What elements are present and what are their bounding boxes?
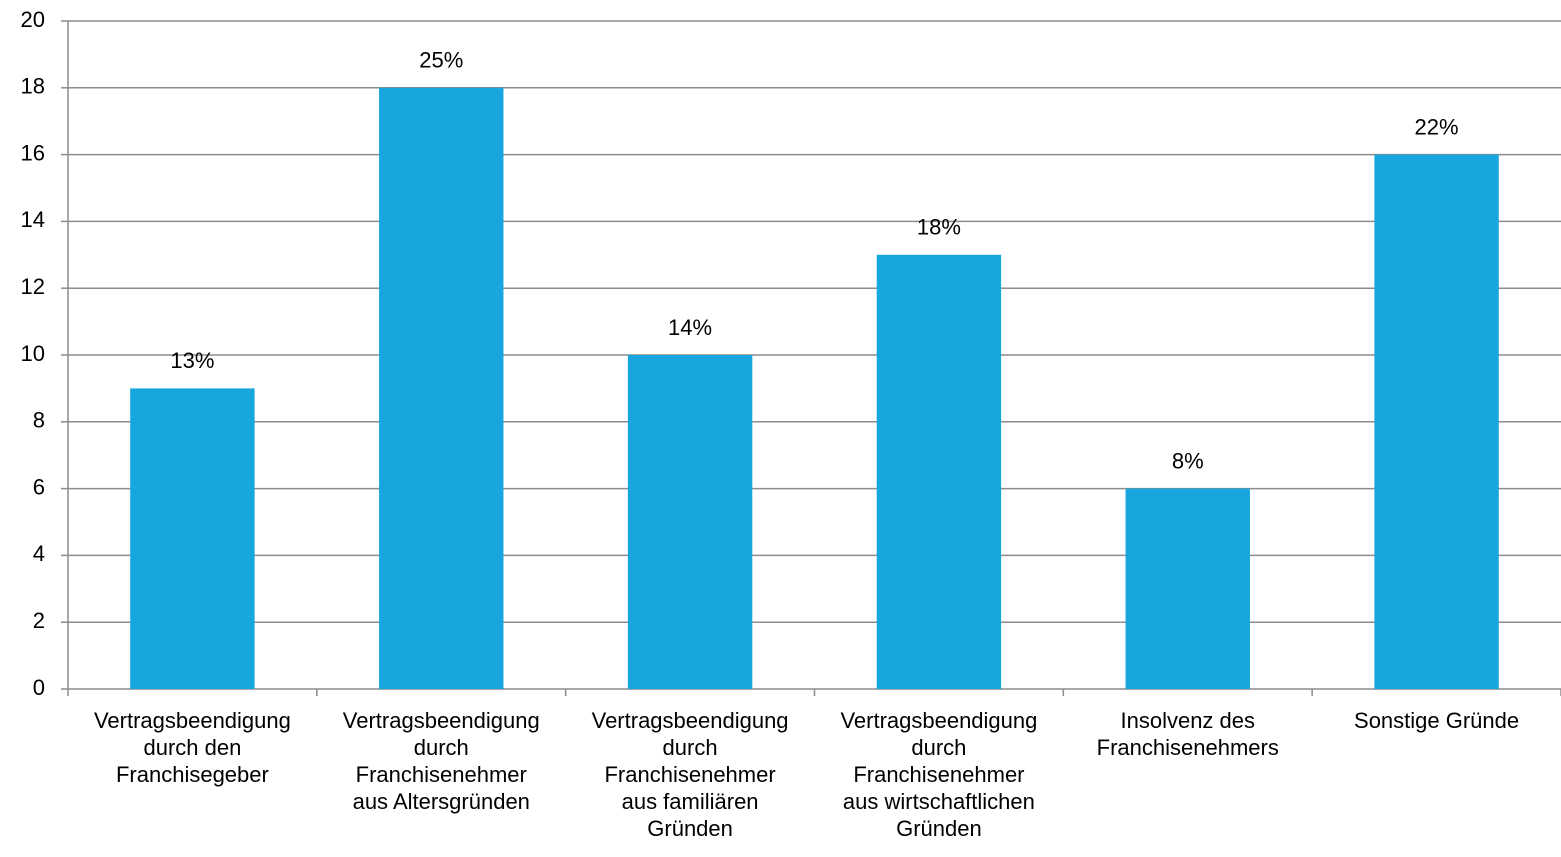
y-tick-label: 6 — [33, 474, 45, 499]
y-tick-label: 4 — [33, 541, 45, 566]
x-tick-label: Vertragsbeendigung durch den Franchisege… — [93, 708, 291, 787]
y-tick-label: 10 — [21, 341, 45, 366]
y-tick-label: 8 — [33, 408, 45, 433]
y-tick-label: 2 — [33, 608, 45, 633]
bar — [1374, 154, 1499, 690]
bar — [876, 254, 1002, 690]
y-tick-label: 12 — [21, 274, 45, 299]
data-label: 14% — [668, 315, 712, 340]
x-tick-label: Vertragsbeendigung durch Franchisenehmer… — [840, 708, 1038, 841]
bar — [130, 388, 255, 689]
y-tick-label: 18 — [21, 74, 45, 99]
x-tick-label: Sonstige Gründe — [1354, 708, 1520, 733]
data-label: 25% — [419, 48, 463, 73]
y-tick-label: 16 — [21, 140, 45, 165]
bar — [379, 87, 504, 690]
bar — [1125, 488, 1250, 689]
x-tick-label: Insolvenz des Franchisenehmers — [1096, 708, 1279, 760]
data-label: 8% — [1172, 448, 1204, 473]
x-tick-label: Vertragsbeendigung durch Franchisenehmer… — [342, 708, 540, 814]
data-label: 18% — [917, 215, 961, 240]
x-tick-label: Vertragsbeendigung durch Franchisenehmer… — [591, 708, 789, 841]
y-tick-label: 20 — [21, 7, 45, 32]
data-label: 22% — [1415, 114, 1459, 139]
bar — [627, 355, 753, 689]
y-tick-label: 14 — [21, 207, 45, 232]
data-label: 13% — [170, 348, 214, 373]
y-tick-label: 0 — [33, 675, 45, 700]
